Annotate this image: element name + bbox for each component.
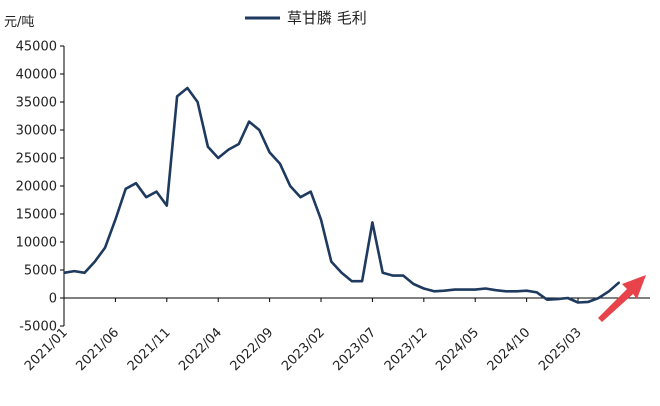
data-point <box>371 221 374 224</box>
y-tick-label: 20000 <box>16 180 57 195</box>
x-tick-label: 2021/06 <box>73 325 122 374</box>
data-point <box>289 185 291 187</box>
data-point <box>577 301 579 304</box>
data-point <box>309 190 312 193</box>
data-point <box>505 290 507 293</box>
legend: 草甘膦 毛利 <box>245 9 367 27</box>
data-point <box>464 288 466 291</box>
x-tick-label: 2023/07 <box>330 325 379 374</box>
data-point <box>145 196 148 198</box>
data-point <box>299 196 302 198</box>
data-point <box>381 272 384 274</box>
data-point <box>176 95 178 98</box>
x-tick-label: 2023/02 <box>279 325 328 374</box>
y-tick-label: 30000 <box>16 124 57 139</box>
y-tick-label: 45000 <box>16 40 57 55</box>
data-point <box>237 143 240 145</box>
data-point <box>166 204 168 207</box>
data-point <box>536 291 538 294</box>
x-tick-label: 2024/05 <box>433 325 482 374</box>
data-point <box>207 146 209 148</box>
legend-label: 草甘膦 毛利 <box>287 9 367 27</box>
data-point <box>597 297 600 299</box>
x-tick-label: 2023/12 <box>382 325 431 374</box>
data-point <box>94 260 96 263</box>
data-point <box>124 188 127 190</box>
data-point <box>474 288 477 291</box>
x-tick-label: 2022/09 <box>228 325 277 374</box>
data-point <box>83 272 86 274</box>
data-point <box>351 280 353 283</box>
data-point <box>186 87 189 89</box>
data-point <box>423 287 425 290</box>
data-point <box>433 290 435 293</box>
data-point <box>494 289 497 291</box>
data-point <box>114 218 117 221</box>
data-point <box>361 280 363 283</box>
data-point <box>155 190 158 193</box>
data-point <box>453 288 456 291</box>
data-point <box>412 283 415 285</box>
data-point <box>279 162 281 165</box>
data-point <box>73 270 76 272</box>
data-point <box>104 246 106 249</box>
data-point <box>618 281 620 284</box>
data-point <box>248 120 250 123</box>
data-point <box>556 298 559 300</box>
data-point <box>587 301 590 303</box>
y-tick-label: -5000 <box>19 320 57 335</box>
trend-arrow <box>598 275 646 322</box>
y-axis: -5000 0 5000 10000 15000 20000 25000 30000 35000… <box>16 40 65 335</box>
y-tick-label: 35000 <box>16 96 57 111</box>
y-tick-label: 5000 <box>24 264 57 279</box>
data-point <box>227 148 230 151</box>
x-tick-label: 2021/11 <box>125 325 174 374</box>
plot-area <box>63 86 621 304</box>
data-point <box>566 297 569 299</box>
data-point <box>258 129 261 131</box>
x-tick-label: 2024/10 <box>485 325 534 374</box>
data-point <box>546 298 548 301</box>
data-point <box>443 289 446 292</box>
x-tick-label: 2025/03 <box>536 325 585 374</box>
data-point <box>217 157 220 159</box>
data-point <box>484 287 487 290</box>
x-axis: 2021/01 2021/06 2021/11 2022/04 2022/09 2023/… <box>22 297 650 374</box>
data-point <box>268 151 271 154</box>
y-tick-label: 10000 <box>16 236 57 251</box>
series-line <box>63 86 621 304</box>
data-point <box>320 218 322 221</box>
y-tick-label: 15000 <box>16 208 57 223</box>
y-axis-unit: 元/吨 <box>4 15 34 30</box>
data-point <box>402 274 405 277</box>
data-point <box>330 260 333 263</box>
y-tick-label: 40000 <box>16 68 57 83</box>
data-point <box>515 290 518 293</box>
y-tick-label: 0 <box>49 292 57 307</box>
data-point <box>196 101 199 103</box>
data-point <box>63 272 65 274</box>
data-point <box>392 274 394 277</box>
data-point <box>608 290 610 293</box>
data-point <box>340 272 343 274</box>
y-tick-label: 25000 <box>16 152 57 167</box>
data-point <box>525 289 528 292</box>
x-tick-label: 2022/04 <box>176 325 225 374</box>
data-point <box>135 182 137 184</box>
trend-arrow-shape <box>598 275 646 322</box>
